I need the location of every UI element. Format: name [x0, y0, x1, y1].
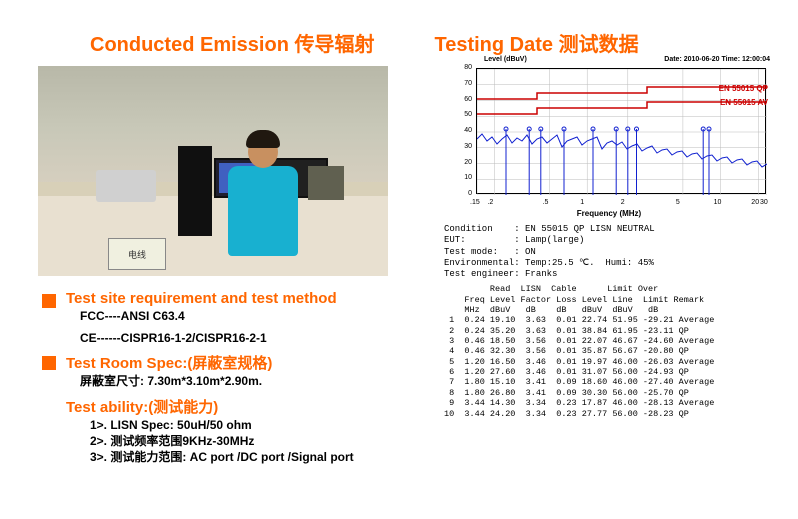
- cond-l3: Test mode: : ON: [444, 247, 536, 257]
- table-row: 7 1.80 15.10 3.41 0.09 18.60 46.00 -27.4…: [444, 377, 774, 387]
- section2-title-en: Test Room Spec:: [66, 355, 187, 372]
- left-column: 电线 Test site requirement and test method…: [38, 66, 398, 471]
- x-tick: .5: [543, 199, 549, 206]
- table-row: 6 1.20 27.60 3.46 0.01 31.07 56.00 -24.9…: [444, 367, 774, 377]
- y-tick: 50: [446, 111, 472, 118]
- limit-label-av: EN 55015 AV: [720, 98, 768, 107]
- table-row: 9 3.44 14.30 3.34 0.23 17.87 46.00 -28.1…: [444, 398, 774, 408]
- cond-l1: Condition : EN 55015 QP LISN NEUTRAL: [444, 224, 655, 234]
- emission-chart: Level (dBuV) Date: 2010-06-20 Time: 12:0…: [444, 56, 774, 218]
- section3-title-en: Test ability:: [66, 399, 148, 416]
- table-row: 3 0.46 18.50 3.56 0.01 22.07 46.67 -24.6…: [444, 336, 774, 346]
- right-column: Level (dBuV) Date: 2010-06-20 Time: 12:0…: [444, 56, 774, 419]
- section3-line2: 2>. 测试频率范围9KHz-30MHz: [90, 433, 398, 449]
- section3-line1: 1>. LISN Spec: 50uH/50 ohm: [90, 417, 398, 433]
- table-row: 5 1.20 16.50 3.46 0.01 19.97 46.00 -26.0…: [444, 357, 774, 367]
- table-row: 8 1.80 26.80 3.41 0.09 30.30 56.00 -25.7…: [444, 388, 774, 398]
- section1-line2: CE------CISPR16-1-2/CISPR16-2-1: [80, 330, 398, 346]
- x-tick: .15: [470, 199, 480, 206]
- x-tick: 1: [580, 199, 584, 206]
- title-right-cn: 测试数据: [559, 34, 639, 56]
- section2-line1: 屏蔽室尺寸: 7.30m*3.10m*2.90m.: [80, 373, 398, 389]
- bullet-icon: [42, 356, 56, 370]
- y-tick: 60: [446, 96, 472, 103]
- y-tick: 10: [446, 174, 472, 181]
- y-tick: 30: [446, 143, 472, 150]
- section2-title-cn: (屏蔽室规格): [187, 355, 272, 372]
- cond-l2: EUT: : Lamp(large): [444, 235, 584, 245]
- title-left-en: Conducted Emission: [90, 34, 289, 56]
- conditions-block: Condition : EN 55015 QP LISN NEUTRAL EUT…: [444, 224, 774, 280]
- y-tick: 70: [446, 80, 472, 87]
- bullet-icon: [42, 294, 56, 308]
- section-test-ability: Test ability:(测试能力) 1>. LISN Spec: 50uH/…: [62, 396, 398, 466]
- table-row: 10 3.44 24.20 3.34 0.23 27.77 56.00 -28.…: [444, 409, 774, 419]
- table-head2: Freq Level Factor Loss Level Line Limit …: [444, 295, 774, 305]
- chart-xlabel: Frequency (MHz): [577, 209, 641, 218]
- chart-date: Date: 2010-06-20 Time: 12:00:04: [664, 56, 770, 63]
- section-test-site: Test site requirement and test method FC…: [38, 290, 398, 346]
- table-head3: MHz dBuV dB dB dBuV dBuV dB: [444, 305, 774, 315]
- x-tick: 20: [751, 199, 759, 206]
- lab-photo: 电线: [38, 66, 388, 276]
- section3-line3: 3>. 测试能力范围: AC port /DC port /Signal por…: [90, 449, 398, 465]
- header-right: Testing Date 测试数据: [434, 28, 638, 57]
- title-right-en: Testing Date: [434, 34, 553, 56]
- table-row: 4 0.46 32.30 3.56 0.01 35.87 56.67 -20.8…: [444, 346, 774, 356]
- limit-label-qp: EN 55015 QP: [719, 84, 768, 93]
- table-row: 2 0.24 35.20 3.63 0.01 38.84 61.95 -23.1…: [444, 326, 774, 336]
- x-tick: 2: [621, 199, 625, 206]
- panel-label: 电线: [108, 238, 166, 270]
- section1-title: Test site requirement and test method: [66, 290, 337, 307]
- title-left-cn: 传导辐射: [294, 34, 374, 56]
- y-tick: 80: [446, 64, 472, 71]
- cond-l4: Environmental: Temp:25.5 ℃. Humi: 45%: [444, 258, 654, 268]
- table-row: 1 0.24 19.10 3.63 0.01 22.74 51.95 -29.2…: [444, 315, 774, 325]
- y-tick: 40: [446, 127, 472, 134]
- x-tick: 5: [676, 199, 680, 206]
- data-table: Read LISN Cable Limit Over Freq Level Fa…: [444, 284, 774, 419]
- chart-ylabel: Level (dBuV): [484, 56, 527, 63]
- x-tick: .2: [487, 199, 493, 206]
- x-tick: 10: [714, 199, 722, 206]
- header-left: Conducted Emission 传导辐射: [90, 28, 374, 57]
- section1-line1: FCC----ANSI C63.4: [80, 308, 398, 324]
- section3-title-cn: (测试能力): [148, 399, 218, 416]
- table-head1: Read LISN Cable Limit Over: [444, 284, 774, 294]
- y-tick: 20: [446, 159, 472, 166]
- y-tick: 0: [446, 190, 472, 197]
- section-test-room: Test Room Spec:(屏蔽室规格) 屏蔽室尺寸: 7.30m*3.10…: [38, 352, 398, 389]
- x-tick: 30: [760, 199, 768, 206]
- cond-l5: Test engineer: Franks: [444, 269, 557, 279]
